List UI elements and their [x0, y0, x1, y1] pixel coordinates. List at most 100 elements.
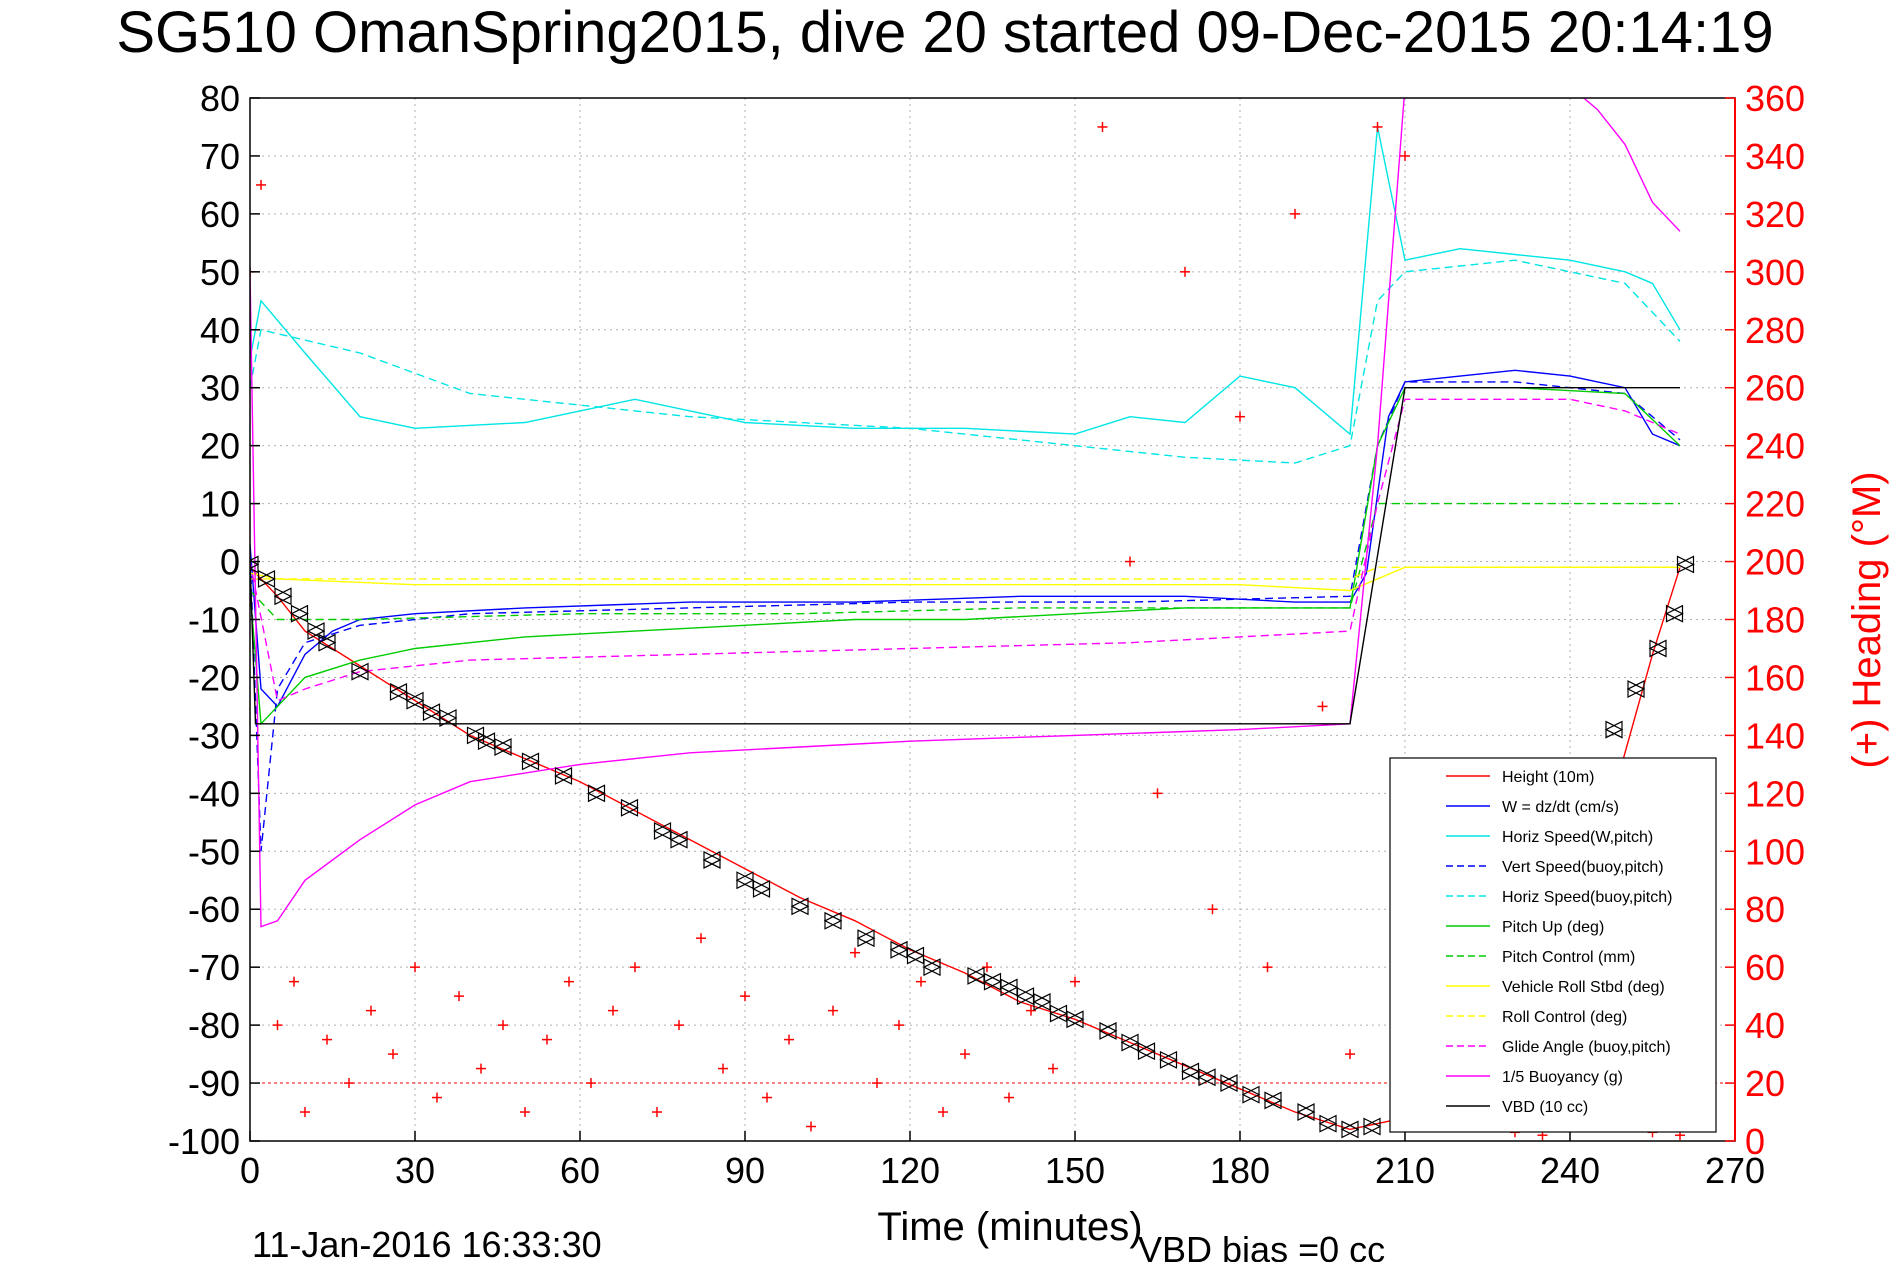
x-tick-label: 90	[725, 1150, 765, 1191]
legend-entry: Roll Control (deg)	[1502, 1009, 1627, 1026]
y2-tick-label: 80	[1745, 889, 1785, 930]
heading-point	[1372, 121, 1383, 132]
legend-entry: Pitch Up (deg)	[1502, 919, 1604, 936]
height-marker	[1241, 1085, 1261, 1104]
heading-point	[1070, 976, 1080, 987]
legend-entry: Horiz Speed(W,pitch)	[1502, 829, 1653, 846]
y-tick-label: 20	[200, 426, 240, 467]
heading-point	[608, 1005, 618, 1016]
legend-entry: Height (10m)	[1502, 769, 1594, 786]
height-marker	[350, 662, 370, 681]
heading-point	[344, 1078, 354, 1089]
footer-vbd-bias: VBD bias =0 cc	[1138, 1229, 1385, 1262]
legend-entry: Pitch Control (mm)	[1502, 949, 1635, 966]
heading-point	[828, 1005, 838, 1016]
height-marker	[587, 784, 606, 803]
heading-point	[289, 976, 299, 987]
heading-point	[520, 1107, 530, 1118]
x-tick-label: 180	[1210, 1150, 1270, 1191]
heading-point	[1400, 150, 1410, 161]
height-marker	[290, 604, 309, 623]
height-marker	[1626, 680, 1646, 699]
heading-point	[476, 1063, 486, 1074]
x-axis-label: Time (minutes)	[877, 1205, 1142, 1249]
y2-tick-label: 240	[1745, 426, 1805, 467]
y-tick-label: -10	[188, 600, 240, 641]
heading-point	[366, 1005, 376, 1016]
heading-point	[960, 1049, 970, 1060]
legend-box	[1389, 757, 1717, 1133]
y-tick-label: 70	[200, 136, 240, 177]
x-tick-label: 0	[240, 1150, 260, 1191]
legend-entry: VBD (10 cc)	[1502, 1099, 1588, 1116]
height-marker	[1648, 639, 1668, 658]
legend-entry: W = dz/dt (cm/s)	[1502, 799, 1619, 816]
height-marker	[1296, 1103, 1316, 1121]
legend-entry: Horiz Speed(buoy,pitch)	[1502, 889, 1672, 906]
height-marker	[1219, 1074, 1239, 1093]
heading-point	[1125, 556, 1135, 567]
height-marker	[1098, 1021, 1118, 1040]
height-marker	[477, 732, 496, 751]
heading-point	[718, 1063, 728, 1074]
height-marker	[1137, 1042, 1156, 1061]
y2-tick-label: 0	[1745, 1121, 1765, 1162]
y2-tick-label: 200	[1745, 542, 1805, 583]
y-tick-label: -20	[188, 657, 240, 698]
y2-tick-label: 320	[1745, 194, 1805, 235]
height-marker	[521, 752, 540, 771]
y-tick-label: 10	[200, 484, 240, 525]
height-marker	[1263, 1091, 1283, 1110]
height-marker	[1065, 1010, 1085, 1029]
y-tick-label: 30	[200, 368, 240, 409]
legend-entry: Glide Angle (buoy,pitch)	[1502, 1039, 1671, 1056]
height-marker	[405, 691, 425, 710]
heading-point	[872, 1078, 882, 1089]
x-tick-label: 150	[1045, 1150, 1105, 1191]
height-marker	[620, 798, 639, 817]
y-tick-label: 60	[200, 194, 240, 235]
heading-point	[432, 1092, 442, 1103]
height-marker	[906, 946, 925, 965]
heading-point	[498, 1020, 508, 1031]
height-marker	[257, 569, 276, 588]
heading-point	[938, 1107, 948, 1118]
y2-tick-label: 280	[1745, 310, 1805, 351]
heading-point	[256, 179, 266, 190]
x-tick-label: 30	[395, 1150, 435, 1191]
y2-tick-label: 260	[1745, 368, 1805, 409]
heading-point	[1345, 1049, 1355, 1060]
heading-point	[784, 1034, 794, 1045]
height-marker	[493, 738, 513, 756]
y-tick-label: -50	[188, 831, 240, 872]
x-tick-label: 210	[1375, 1150, 1435, 1191]
heading-point	[1207, 904, 1218, 915]
heading-point	[410, 962, 420, 973]
heading-point	[1290, 208, 1300, 219]
y2-tick-label: 140	[1745, 715, 1805, 756]
heading-point	[1235, 411, 1245, 422]
height-marker	[250, 555, 260, 574]
height-marker	[752, 879, 771, 898]
series-w-dz-dt-cm-s	[250, 369, 1681, 708]
heading-point	[762, 1092, 772, 1103]
height-marker	[856, 929, 876, 948]
y2-tick-label: 40	[1745, 1005, 1785, 1046]
height-marker	[790, 897, 810, 916]
height-marker	[823, 911, 843, 930]
height-marker	[1032, 992, 1052, 1011]
heading-point	[322, 1034, 332, 1045]
heading-point	[1004, 1092, 1014, 1103]
x-tick-label: 120	[880, 1150, 940, 1191]
height-marker	[922, 958, 942, 977]
series-1-5-buoyancy-g	[250, 98, 1681, 928]
heading-point	[894, 1020, 904, 1031]
heading-point	[586, 1078, 596, 1089]
heading-point	[850, 947, 860, 958]
y-tick-label: 0	[220, 542, 240, 583]
y2-tick-label: 120	[1745, 773, 1805, 814]
series-glide-angle-buoy-pitch	[250, 398, 1681, 702]
heading-point	[806, 1121, 816, 1132]
y-tick-label: -30	[188, 715, 240, 756]
y2-tick-label: 60	[1745, 947, 1785, 988]
